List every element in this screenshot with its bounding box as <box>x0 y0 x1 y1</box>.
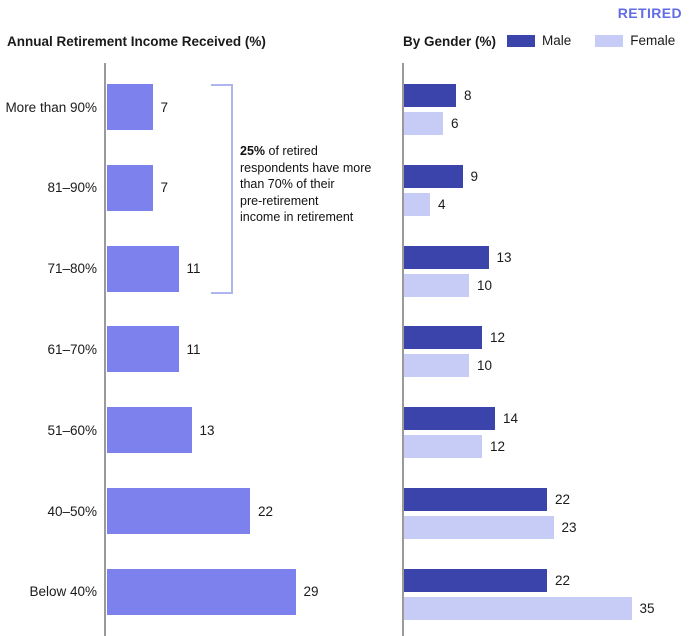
value-label: 22 <box>258 503 274 519</box>
female-value-label: 4 <box>438 196 446 212</box>
annotation-highlight: 25% <box>240 144 266 158</box>
male-value-label: 8 <box>464 88 472 103</box>
category-label: Below 40% <box>29 584 97 600</box>
annotation-text: 25% of retired respondents have more than … <box>240 144 372 224</box>
male-value-label: 9 <box>470 168 479 184</box>
female-value-label: 12 <box>490 439 506 455</box>
male-bar <box>404 568 547 592</box>
income-bar <box>107 326 179 373</box>
female-bar <box>404 192 430 216</box>
male-bar <box>404 164 463 188</box>
bracket-line <box>211 84 233 86</box>
female-value-label: 10 <box>477 277 493 293</box>
retired-tag: RETIRED <box>617 5 682 21</box>
value-label: 11 <box>186 261 201 277</box>
category-label: 51–60% <box>47 422 97 438</box>
legend-item-female: Female <box>595 33 675 48</box>
income-bar <box>107 568 296 615</box>
legend-label-female: Female <box>630 33 676 48</box>
value-label: 7 <box>160 99 169 115</box>
female-bar <box>404 112 443 135</box>
female-bar <box>404 273 469 297</box>
male-bar <box>404 488 547 511</box>
male-bar <box>404 326 482 350</box>
male-bar <box>404 84 456 107</box>
value-label: 13 <box>199 422 215 438</box>
male-value-label: 14 <box>503 411 519 427</box>
value-label: 7 <box>160 180 169 196</box>
left-chart-title: Annual Retirement Income Received (%) <box>7 34 266 49</box>
male-value-label: 12 <box>490 330 506 346</box>
female-bar <box>404 596 632 620</box>
right-chart-axis <box>402 63 404 636</box>
female-bar <box>404 516 554 539</box>
male-bar <box>404 245 489 269</box>
male-bar <box>404 407 495 431</box>
income-bar <box>107 84 153 130</box>
category-label: 81–90% <box>47 180 97 196</box>
income-bar <box>107 407 192 454</box>
category-label: More than 90% <box>5 99 97 115</box>
income-bar <box>107 245 179 292</box>
male-value-label: 22 <box>555 492 571 507</box>
category-label: 71–80% <box>47 261 97 277</box>
category-label: 40–50% <box>47 503 97 519</box>
bracket-line <box>231 84 233 294</box>
income-bar <box>107 164 153 211</box>
male-value-label: 22 <box>555 572 571 588</box>
gender-legend: Male Female <box>507 33 675 48</box>
legend-item-male: Male <box>507 33 571 48</box>
value-label: 29 <box>303 584 319 600</box>
category-label: 61–70% <box>47 341 97 357</box>
bracket-line <box>211 292 233 294</box>
female-value-label: 23 <box>561 520 577 535</box>
female-value-label: 35 <box>639 600 655 616</box>
female-value-label: 6 <box>451 116 459 131</box>
right-chart-title: By Gender (%) <box>403 34 497 49</box>
female-value-label: 10 <box>477 358 493 374</box>
value-label: 11 <box>186 341 201 357</box>
female-swatch-icon <box>595 34 624 47</box>
female-bar <box>404 435 482 459</box>
female-bar <box>404 354 469 378</box>
left-chart-axis <box>104 63 106 636</box>
male-swatch-icon <box>507 34 535 47</box>
male-value-label: 13 <box>496 249 512 265</box>
income-bar <box>107 488 250 534</box>
legend-label-male: Male <box>542 33 572 48</box>
